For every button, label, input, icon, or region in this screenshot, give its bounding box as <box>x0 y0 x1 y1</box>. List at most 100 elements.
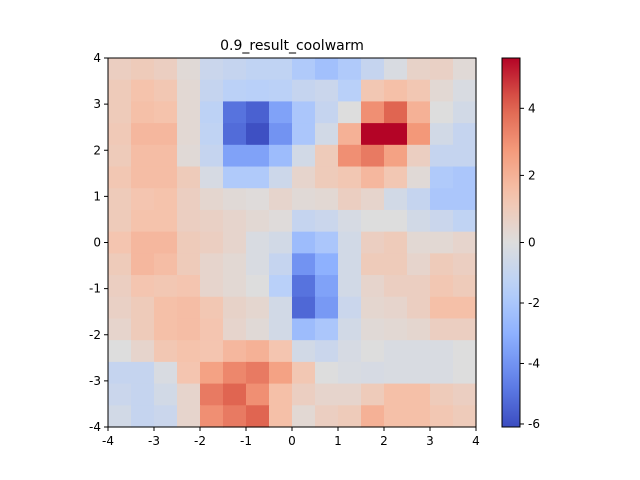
heatmap-cell <box>246 123 270 146</box>
heatmap-cell <box>177 101 201 124</box>
heatmap-cell <box>315 188 339 211</box>
heatmap-cell <box>246 253 270 276</box>
heatmap-cell <box>338 144 362 168</box>
heatmap-cell <box>177 123 201 146</box>
heatmap-cell <box>292 79 316 103</box>
heatmap-cell <box>223 275 247 298</box>
heatmap-cell <box>246 231 270 254</box>
heatmap-cell <box>108 144 132 168</box>
heatmap-cell <box>338 209 362 233</box>
heatmap-cell <box>430 318 454 341</box>
heatmap-cell <box>269 253 293 276</box>
heatmap-cell <box>338 123 362 146</box>
heatmap-cell <box>315 144 339 168</box>
heatmap-cell <box>453 58 477 81</box>
heatmap-cell <box>292 253 316 276</box>
heatmap-cell <box>315 318 339 341</box>
heatmap-cell <box>453 79 477 103</box>
heatmap-cell <box>200 361 224 385</box>
heatmap-cell <box>315 361 339 385</box>
heatmap-cell <box>200 383 224 406</box>
x-tick-label: -3 <box>148 434 160 448</box>
heatmap-cell <box>315 253 339 276</box>
heatmap-cell <box>200 275 224 298</box>
heatmap-cell <box>269 231 293 254</box>
heatmap-cell <box>246 340 270 363</box>
heatmap-cell <box>246 58 270 81</box>
heatmap-cell <box>453 209 477 233</box>
y-tick-label: 1 <box>93 189 101 203</box>
heatmap-cell <box>223 123 247 146</box>
x-tick-label: 4 <box>472 434 480 448</box>
heatmap-cell <box>453 361 477 385</box>
heatmap-cell <box>108 209 132 233</box>
heatmap-cell <box>361 58 385 81</box>
heatmap-cell <box>407 166 431 189</box>
heatmap-cell <box>315 58 339 81</box>
heatmap-cell <box>223 296 247 320</box>
heatmap-cell <box>154 253 178 276</box>
heatmap-cell <box>292 58 316 81</box>
heatmap-cell <box>338 275 362 298</box>
heatmap-cell <box>154 296 178 320</box>
heatmap-cell <box>407 383 431 406</box>
heatmap-cell <box>108 383 132 406</box>
heatmap-cell <box>269 209 293 233</box>
heatmap-cell <box>154 361 178 385</box>
heatmap-cell <box>407 318 431 341</box>
heatmap-cell <box>177 361 201 385</box>
heatmap-cell <box>269 166 293 189</box>
heatmap-cell <box>131 361 155 385</box>
heatmap-cells <box>108 58 477 428</box>
heatmap-cell <box>361 231 385 254</box>
heatmap-cell <box>315 231 339 254</box>
heatmap-cell <box>246 166 270 189</box>
heatmap-cell <box>223 383 247 406</box>
heatmap-cell <box>315 123 339 146</box>
heatmap-cell <box>361 166 385 189</box>
heatmap-cell <box>430 361 454 385</box>
heatmap-cell <box>453 231 477 254</box>
heatmap-cell <box>269 58 293 81</box>
heatmap-cell <box>338 383 362 406</box>
heatmap-cell <box>384 209 408 233</box>
heatmap-cell <box>269 296 293 320</box>
heatmap-cell <box>269 405 293 428</box>
heatmap-cell <box>200 296 224 320</box>
heatmap-cell <box>430 253 454 276</box>
heatmap-cell <box>361 144 385 168</box>
heatmap-cell <box>108 188 132 211</box>
heatmap-cell <box>131 166 155 189</box>
heatmap-cell <box>200 166 224 189</box>
heatmap-cell <box>108 296 132 320</box>
heatmap-cell <box>292 296 316 320</box>
heatmap-cell <box>361 318 385 341</box>
heatmap-cell <box>338 318 362 341</box>
heatmap-cell <box>315 166 339 189</box>
heatmap-cell <box>200 79 224 103</box>
heatmap-cell <box>108 405 132 428</box>
heatmap-cell <box>453 275 477 298</box>
heatmap-cell <box>154 166 178 189</box>
heatmap-cell <box>407 123 431 146</box>
heatmap-cell <box>154 405 178 428</box>
heatmap-cell <box>269 340 293 363</box>
heatmap-cell <box>269 318 293 341</box>
heatmap-cell <box>131 209 155 233</box>
heatmap-cell <box>361 253 385 276</box>
heatmap-cell <box>384 144 408 168</box>
heatmap-cell <box>131 58 155 81</box>
heatmap-cell <box>154 144 178 168</box>
heatmap-cell <box>108 275 132 298</box>
heatmap-cell <box>108 58 132 81</box>
colorbar-tick-label: -2 <box>528 296 540 310</box>
heatmap-cell <box>200 144 224 168</box>
heatmap-cell <box>453 188 477 211</box>
heatmap-cell <box>131 296 155 320</box>
x-tick-label: 2 <box>380 434 388 448</box>
heatmap-cell <box>407 361 431 385</box>
heatmap-cell <box>154 101 178 124</box>
heatmap-cell <box>154 340 178 363</box>
heatmap-cell <box>430 188 454 211</box>
